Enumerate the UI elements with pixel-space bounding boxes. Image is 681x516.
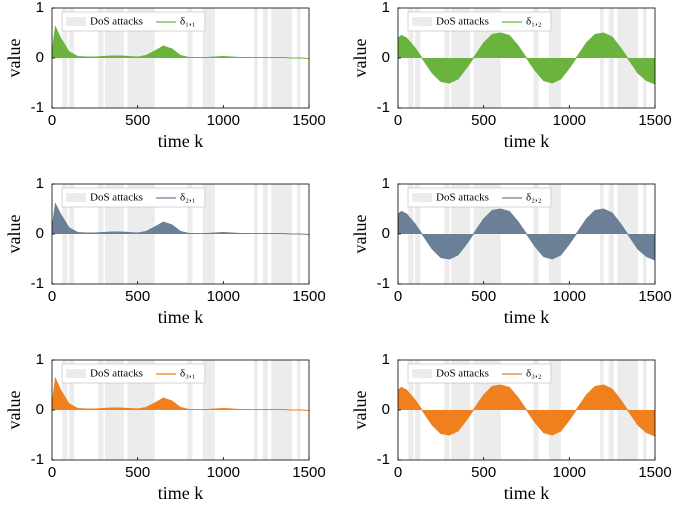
x-tick-label: 500 [471, 464, 496, 481]
legend-attack-swatch [66, 369, 86, 378]
x-tick-label: 1000 [207, 112, 240, 129]
x-tick-label: 1500 [292, 288, 325, 305]
x-tick-label: 1000 [207, 464, 240, 481]
area-fill [52, 204, 309, 235]
x-tick-label: 500 [125, 288, 150, 305]
y-axis-label: value [350, 39, 370, 78]
x-tick-label: 1500 [292, 112, 325, 129]
legend-label: δ₃,₁ [180, 368, 196, 380]
x-axis-label: time k [158, 307, 204, 327]
x-tick-label: 1500 [292, 464, 325, 481]
y-axis-label: value [350, 215, 370, 254]
x-axis-label: time k [504, 483, 550, 503]
x-tick-label: 0 [48, 112, 56, 129]
x-tick-label: 1000 [207, 288, 240, 305]
legend-attack-swatch [412, 17, 432, 26]
y-tick-label: -1 [31, 99, 44, 116]
series-line [397, 208, 656, 261]
y-tick-label: 1 [382, 0, 390, 16]
legend-box [407, 363, 552, 384]
y-tick-label: 0 [36, 401, 44, 418]
x-tick-label: 0 [48, 464, 56, 481]
x-tick-label: 500 [125, 464, 150, 481]
x-tick-label: 500 [471, 112, 496, 129]
legend-attack-swatch [66, 193, 86, 202]
x-tick-label: 500 [125, 112, 150, 129]
legend-box [61, 187, 206, 208]
y-tick-label: 1 [36, 351, 44, 368]
y-tick-label: 0 [382, 401, 390, 418]
y-tick-label: 0 [382, 225, 390, 242]
y-tick-label: 0 [36, 49, 44, 66]
legend-attack-label: DoS attacks [436, 192, 489, 204]
y-tick-label: -1 [377, 275, 390, 292]
legend-attack-label: DoS attacks [90, 16, 143, 28]
y-tick-label: 0 [36, 225, 44, 242]
x-axis-label: time k [158, 131, 204, 151]
legend-attack-label: DoS attacks [90, 368, 143, 380]
area-fill [398, 33, 655, 84]
legend-label: δ₂,₂ [526, 192, 542, 204]
y-axis-label: value [350, 391, 370, 430]
legend-attack-swatch [66, 17, 86, 26]
series-line [397, 32, 656, 85]
legend-attack-swatch [412, 193, 432, 202]
x-tick-label: 1500 [638, 464, 671, 481]
series-line [51, 202, 310, 235]
area-fill [52, 27, 309, 59]
legend-box [407, 11, 552, 32]
x-tick-label: 1500 [638, 288, 671, 305]
y-axis-label: value [4, 391, 24, 430]
legend-attack-swatch [412, 369, 432, 378]
legend-label: δ₁,₁ [180, 16, 196, 28]
legend-box [61, 363, 206, 384]
y-tick-label: -1 [377, 99, 390, 116]
x-axis-label: time k [158, 483, 204, 503]
x-tick-label: 0 [394, 288, 402, 305]
y-tick-label: -1 [31, 451, 44, 468]
y-tick-label: 1 [36, 0, 44, 16]
y-tick-label: 0 [382, 49, 390, 66]
legend-attack-label: DoS attacks [436, 16, 489, 28]
x-tick-label: 1000 [553, 112, 586, 129]
y-tick-label: 1 [36, 175, 44, 192]
legend-box [407, 187, 552, 208]
legend-label: δ₃,₂ [526, 368, 542, 380]
y-tick-label: -1 [377, 451, 390, 468]
x-axis-label: time k [504, 131, 550, 151]
y-tick-label: -1 [31, 275, 44, 292]
series-line [397, 384, 656, 437]
x-axis-label: time k [504, 307, 550, 327]
y-axis-label: value [4, 215, 24, 254]
x-tick-label: 0 [48, 288, 56, 305]
y-tick-label: 1 [382, 175, 390, 192]
legend-label: δ₁,₂ [526, 16, 542, 28]
x-tick-label: 1500 [638, 112, 671, 129]
x-tick-label: 0 [394, 464, 402, 481]
series-line [51, 376, 310, 411]
y-axis-label: value [4, 39, 24, 78]
area-fill [398, 209, 655, 260]
area-fill [398, 385, 655, 436]
x-tick-label: 0 [394, 112, 402, 129]
x-tick-label: 1000 [553, 464, 586, 481]
series-line [51, 25, 310, 59]
x-tick-label: 500 [471, 288, 496, 305]
legend-attack-label: DoS attacks [90, 192, 143, 204]
legend-attack-label: DoS attacks [436, 368, 489, 380]
y-tick-label: 1 [382, 351, 390, 368]
legend-box [61, 11, 206, 32]
legend-label: δ₂,₁ [180, 192, 196, 204]
x-tick-label: 1000 [553, 288, 586, 305]
